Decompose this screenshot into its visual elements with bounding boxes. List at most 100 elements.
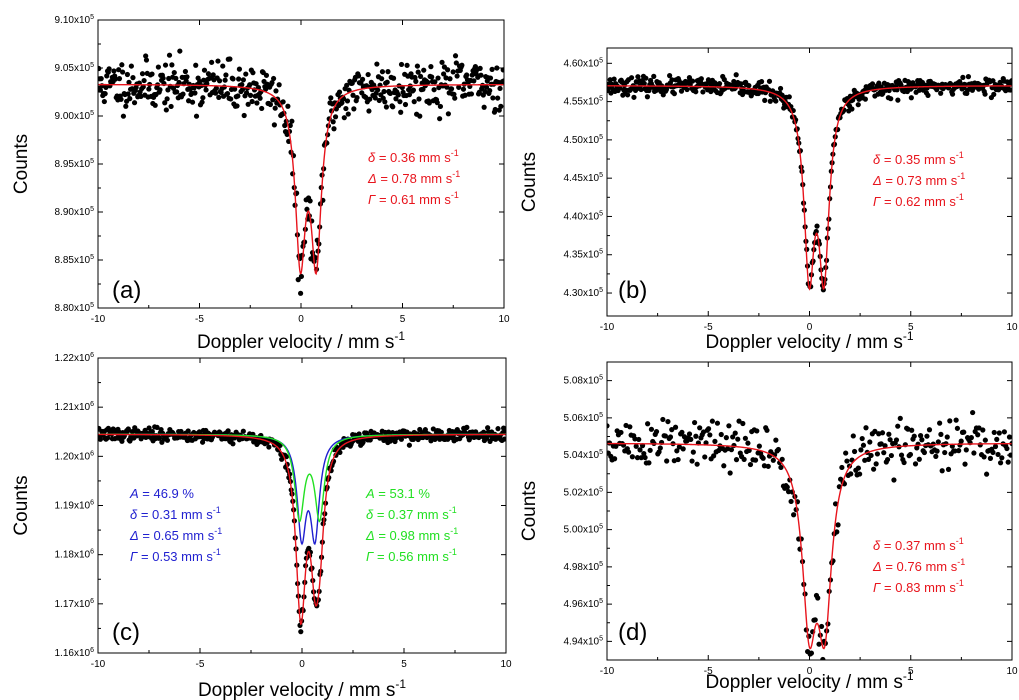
data-point: [733, 72, 739, 78]
data-point: [468, 91, 475, 97]
data-point: [761, 463, 768, 469]
data-point: [345, 111, 351, 117]
data-point: [299, 252, 305, 258]
data-point: [116, 76, 123, 82]
data-point: [245, 101, 251, 107]
data-point: [367, 96, 373, 102]
data-point: [879, 430, 886, 436]
data-point: [688, 436, 694, 442]
data-point: [243, 90, 250, 96]
data-point: [155, 64, 161, 70]
data-point: [270, 97, 276, 103]
data-point: [163, 107, 169, 113]
data-point: [500, 67, 504, 73]
data-point: [808, 650, 815, 656]
data-point: [343, 105, 349, 112]
data-point: [390, 75, 397, 81]
data-point: [778, 464, 784, 471]
panel-label: (d): [618, 619, 647, 646]
data-point: [191, 85, 197, 91]
data-point: [143, 53, 149, 59]
data-point: [478, 72, 484, 78]
data-point: [495, 95, 501, 101]
y-tick-label: 1.20x106: [55, 450, 95, 462]
data-point: [633, 443, 639, 449]
data-point: [116, 67, 122, 73]
data-point: [643, 75, 649, 81]
data-point: [259, 105, 265, 112]
data-point: [607, 77, 613, 83]
data-point: [460, 86, 467, 92]
chart-panel: -10 -5 0 5 10 4.94x105 4.96x105 4.98x105 5.00x10…: [519, 361, 1018, 693]
data-point: [690, 78, 696, 84]
x-axis-title: Doppler velocity / mm s-1: [705, 669, 913, 693]
data-point: [881, 450, 887, 456]
data-point: [270, 75, 277, 82]
data-point: [965, 74, 972, 80]
data-point: [785, 489, 792, 495]
data-point: [413, 78, 419, 84]
data-point: [201, 77, 207, 83]
fit-parameter: A = 53.1 %: [365, 486, 430, 501]
data-point: [641, 450, 647, 457]
data-point: [660, 92, 666, 98]
data-point: [239, 82, 245, 88]
data-point: [269, 80, 275, 86]
data-point: [863, 425, 869, 431]
data-point: [210, 72, 216, 78]
data-point: [871, 466, 877, 472]
data-point: [632, 436, 638, 442]
data-point: [193, 113, 200, 119]
data-point: [653, 429, 660, 435]
data-point: [285, 103, 291, 109]
data-point: [382, 99, 388, 105]
data-point: [156, 435, 163, 441]
data-point: [200, 95, 206, 101]
data-point: [721, 463, 727, 469]
x-axis-title: Doppler velocity / mm s-1: [705, 329, 913, 353]
data-point: [103, 84, 109, 90]
data-point: [815, 595, 821, 601]
data-point: [225, 428, 231, 434]
x-axis-title: Doppler velocity / mm s-1: [198, 677, 406, 700]
x-tick-label: -5: [704, 666, 713, 677]
fit-parameter: δ = 0.37 mm s-1: [366, 505, 457, 522]
data-point: [1001, 429, 1007, 435]
data-point: [732, 430, 738, 436]
data-point: [996, 430, 1002, 436]
data-point: [236, 66, 243, 72]
data-point: [354, 94, 360, 101]
data-point: [656, 449, 662, 455]
data-point: [777, 85, 784, 92]
data-point: [647, 447, 653, 453]
data-point: [183, 78, 189, 84]
data-point: [693, 433, 699, 439]
data-point: [230, 76, 236, 82]
data-point: [859, 435, 865, 442]
data-point: [414, 63, 420, 69]
data-point: [456, 84, 462, 90]
data-point: [884, 456, 891, 463]
data-point: [680, 446, 686, 452]
data-point: [611, 76, 617, 82]
x-tick-label: 0: [299, 659, 305, 670]
data-point: [240, 77, 246, 83]
data-point: [636, 436, 642, 443]
data-point: [924, 433, 930, 439]
x-tick-label: 5: [401, 659, 407, 670]
data-point: [448, 86, 455, 92]
data-point: [693, 89, 699, 95]
data-point: [444, 67, 451, 73]
data-point: [494, 65, 500, 71]
data-point: [657, 445, 663, 451]
data-point: [835, 522, 841, 528]
data-point: [482, 89, 488, 95]
data-point: [417, 73, 424, 80]
data-point: [453, 60, 459, 66]
data-point: [487, 87, 493, 94]
data-point: [385, 69, 391, 75]
y-tick-label: 1.17x106: [55, 598, 95, 610]
data-point: [410, 87, 417, 93]
data-point: [887, 437, 893, 443]
data-point: [141, 77, 147, 84]
